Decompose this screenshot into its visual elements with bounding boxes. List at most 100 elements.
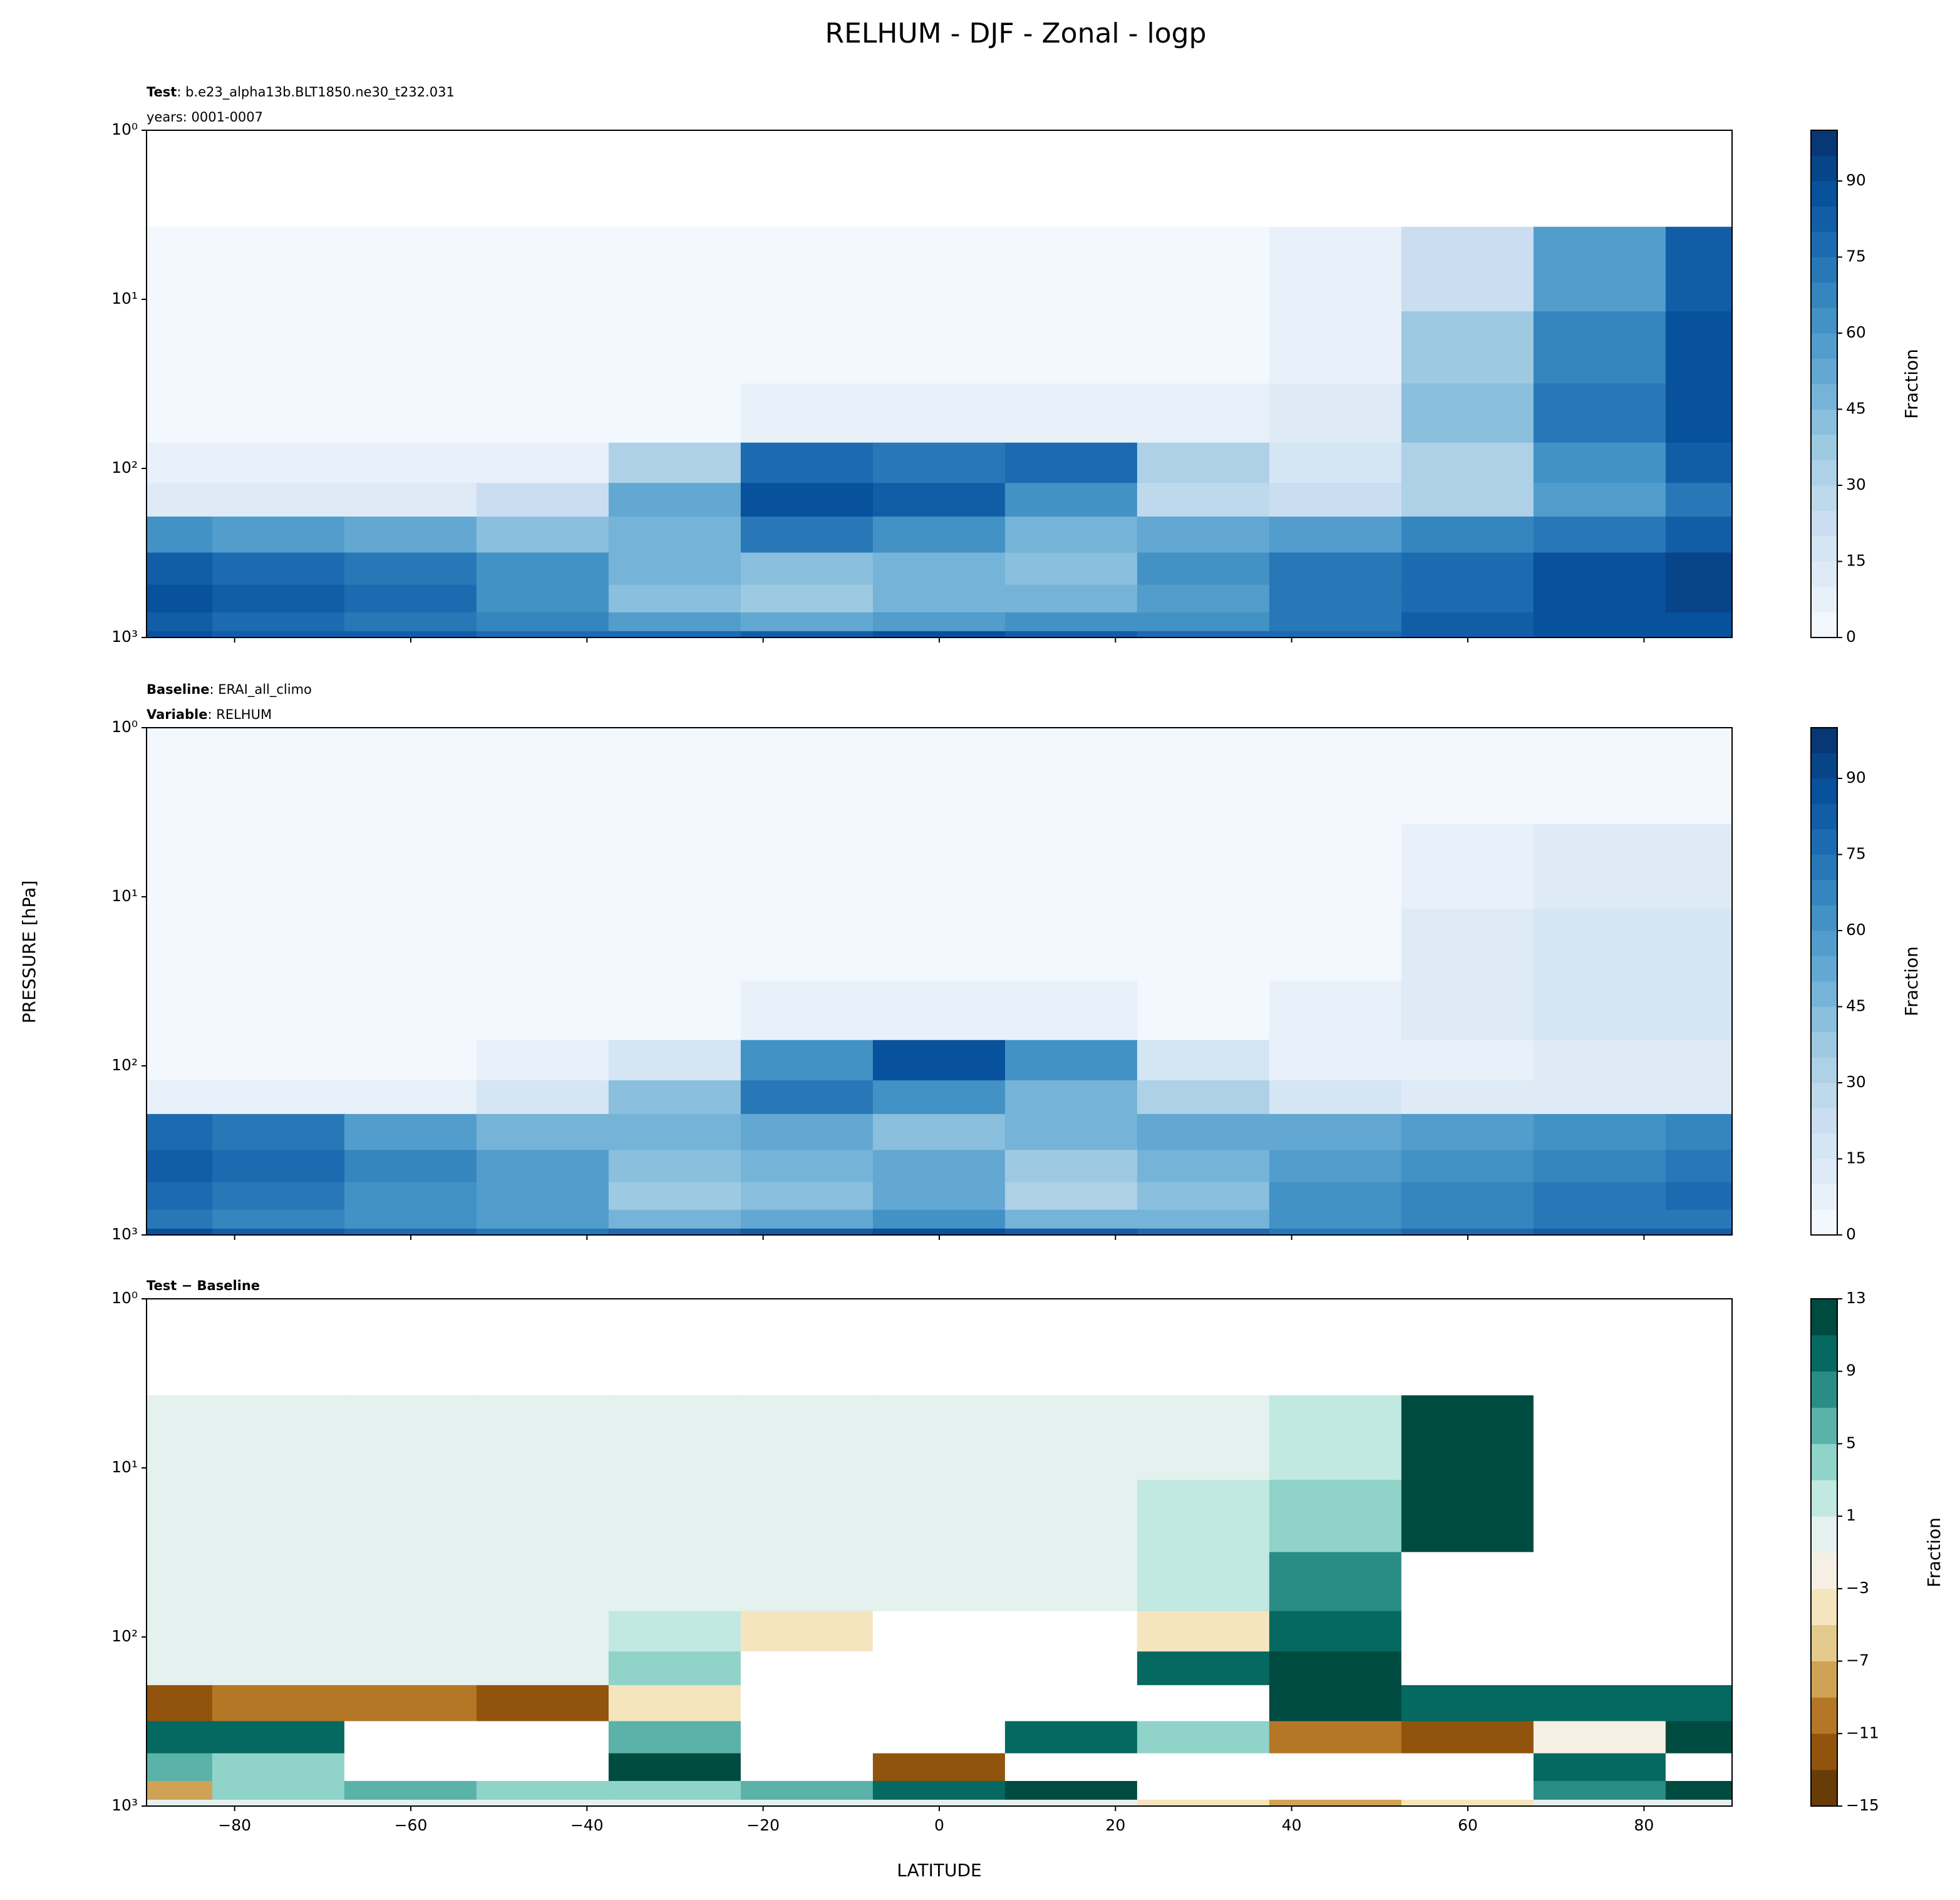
contour-cell [1004,383,1138,443]
contour-cell [344,1182,478,1211]
contour-cell [146,311,214,385]
contour-cell [1401,1685,1535,1722]
contour-cell [740,1080,874,1115]
x-tick-label: 40 [1282,1816,1302,1834]
annotation-part: : b.e23_alpha13b.BLT1850.ne30_t232.031 [177,85,455,100]
contour-cell [476,1651,610,1686]
x-tick-label: 60 [1458,1816,1478,1834]
y-tick-label: 10³ [111,627,138,646]
contour-cell [1004,311,1138,385]
contour-cell [1665,1685,1733,1722]
colorbar-tick-label: 60 [1846,921,1866,939]
contour-cell [344,1651,478,1686]
contour-cell [344,1753,478,1782]
colorbar-band [1810,829,1838,855]
contour-cell [1137,824,1271,910]
contour-cell [1269,1395,1403,1481]
contour-cell [476,1395,610,1481]
contour-cell [146,727,214,825]
colorbar-frame [1810,727,1838,1236]
contour-cell [1137,1685,1271,1722]
contour-cell [146,1799,214,1807]
contour-cell [1401,1209,1535,1230]
contour-cell [1269,981,1403,1041]
contour-cell [1269,631,1403,638]
x-tick-label: −80 [218,1816,251,1834]
contour-cell [212,1150,346,1183]
contour-cell [608,516,742,554]
colorbar-band [1810,879,1838,906]
contour-cell [1533,516,1667,554]
y-tick-label: 10² [111,1627,138,1645]
colorbar-tick-label: 90 [1846,171,1866,189]
contour-cell [212,552,346,586]
colorbar-band [1810,1209,1838,1236]
contour-cell [1004,442,1138,484]
contour-cell [1269,1150,1403,1183]
contour-cell [1269,1651,1403,1686]
contour-cell [1533,981,1667,1041]
contour-cell [1137,981,1271,1041]
annotation-part: years: 0001-0007 [147,110,263,125]
contour-cell [872,483,1006,518]
contour-cell [1665,1113,1733,1151]
contour-cell [344,1799,478,1807]
contour-cell [1401,1182,1535,1211]
contour-cell [476,383,610,443]
contour-cell [476,981,610,1041]
y-tick-label: 10⁰ [111,718,138,736]
contour-cell [212,909,346,982]
contour-cell [212,631,346,638]
contour-cell [740,1552,874,1612]
contour-cell [1269,1228,1403,1236]
contour-cell [146,909,214,982]
contour-cell [1533,612,1667,632]
contour-cell [1004,1780,1138,1801]
x-tick-label: 20 [1105,1816,1125,1834]
contour-cell [1137,1113,1271,1151]
contour-cell [476,1799,610,1807]
contour-cell [1137,1651,1271,1686]
colorbar-band [1810,231,1838,257]
contour-cell [344,584,478,614]
contour-cell [1665,442,1733,484]
contour-cell [344,981,478,1041]
contour-cell [476,1040,610,1082]
contour-cell [740,1228,874,1236]
colorbar-band [1810,1082,1838,1108]
contour-cell [212,311,346,385]
contour-cell [740,909,874,982]
contour-cell [872,1182,1006,1211]
contour-cell [1004,1395,1138,1481]
contour-cell [146,1780,214,1801]
contour-cell [740,1182,874,1211]
contour-cell [146,631,214,638]
contour-cell [146,1182,214,1211]
contour-cell [1004,227,1138,312]
contour-cell [146,584,214,614]
contour-cell [1533,727,1667,825]
contour-cell [1269,516,1403,554]
contour-cell [344,442,478,484]
contour-cell [872,631,1006,638]
contour-cell [344,1552,478,1612]
contour-cell [740,981,874,1041]
contour-cell [1533,1552,1667,1612]
panel-annotation: Test − Baseline [147,1278,260,1293]
contour-cell [1401,1721,1535,1754]
contour-cell [740,1721,874,1754]
x-tick-label: 0 [934,1816,944,1834]
contour-cell [608,552,742,586]
contour-cell [1004,1040,1138,1082]
contour-cell [1269,1209,1403,1230]
contour-cell [212,442,346,484]
contour-cell [1137,227,1271,312]
y-tick-label: 10¹ [111,1458,138,1476]
contour-cell [1137,1395,1271,1481]
contour-cell [344,612,478,632]
contour-cell [146,1395,214,1481]
contour-cell [1137,1228,1271,1236]
contour-cell [344,1040,478,1082]
y-tick-label: 10¹ [111,289,138,307]
contour-cell [476,909,610,982]
